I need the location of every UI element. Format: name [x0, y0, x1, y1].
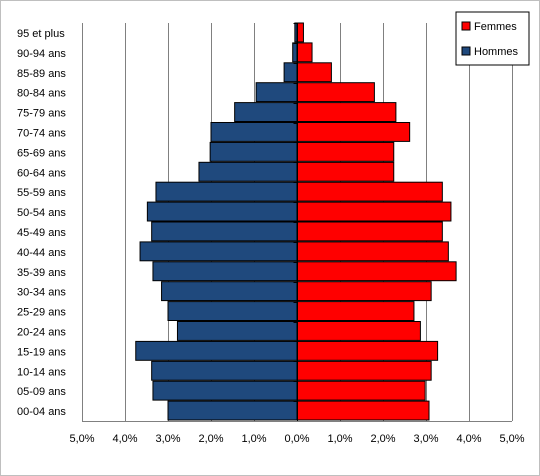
x-tick-label-8: 3,0% [413, 433, 438, 445]
bar-femmes-30-34-ans [296, 281, 432, 302]
y-tick-label-50-54-ans: 50-54 ans [17, 207, 66, 219]
y-tick-label-80-84-ans: 80-84 ans [17, 88, 66, 100]
bar-femmes-35-39-ans [296, 261, 457, 282]
bar-femmes-20-24-ans [296, 321, 421, 341]
legend-label-hommes: Hommes [474, 46, 519, 58]
x-tick-label-2: 3,0% [155, 433, 180, 445]
legend-swatch-hommes [461, 46, 471, 56]
bar-hommes-00-04-ans [167, 400, 298, 421]
x-tick-label-3: 2,0% [198, 433, 223, 445]
femmes-bars [296, 22, 457, 421]
center-axis [82, 23, 512, 422]
bar-hommes-50-54-ans [146, 201, 298, 222]
x-tick-label-9: 4,0% [456, 433, 481, 445]
x-tick-label-5: 0,0% [284, 433, 309, 445]
bar-hommes-70-74-ans [210, 122, 298, 142]
y-tick-label-15-19-ans: 15-19 ans [17, 346, 66, 358]
bar-femmes-50-54-ans [296, 201, 452, 222]
bar-femmes-45-49-ans [296, 221, 443, 242]
bar-hommes-15-19-ans [135, 340, 298, 361]
bar-hommes-90-94-ans [292, 42, 298, 63]
bar-hommes-35-39-ans [152, 261, 298, 282]
x-tick-label-7: 2,0% [370, 433, 395, 445]
bar-femmes-60-64-ans [296, 161, 395, 182]
x-tick-label-4: 1,0% [241, 433, 266, 445]
y-tick-label-60-64-ans: 60-64 ans [17, 167, 66, 179]
x-tick-label-6: 1,0% [327, 433, 352, 445]
bar-hommes-30-34-ans [161, 281, 298, 302]
bar-femmes-70-74-ans [296, 122, 411, 142]
legend-label-femmes: Femmes [474, 21, 517, 33]
bar-hommes-65-69-ans [209, 141, 298, 162]
y-tick-label-70-74-ans: 70-74 ans [17, 127, 66, 139]
bar-femmes-85-89-ans [296, 62, 332, 83]
y-tick-label-25-29-ans: 25-29 ans [17, 307, 66, 319]
x-axis-tick-labels: 5,0% 4,0% 3,0% 2,0% 1,0% 0,0% 1,0% 2,0% 3,0% 4,0%… [69, 433, 524, 445]
bar-hommes-10-14-ans [151, 360, 298, 381]
y-tick-label-45-49-ans: 45-49 ans [17, 227, 66, 239]
x-tick-label-1: 4,0% [112, 433, 137, 445]
bar-femmes-10-14-ans [296, 360, 432, 381]
bar-hommes-45-49-ans [151, 221, 298, 242]
legend-box [455, 11, 530, 66]
y-tick-label-35-39-ans: 35-39 ans [17, 267, 66, 279]
legend: Femmes Hommes [455, 11, 530, 66]
y-axis-tick-labels: 95 et plus 90-94 ans 85-89 ans 80-84 ans 75-… [17, 28, 66, 418]
bar-hommes-60-64-ans [198, 161, 298, 182]
x-tick-label-0: 5,0% [69, 433, 94, 445]
bar-femmes-65-69-ans [296, 141, 395, 162]
bar-hommes-05-09-ans [152, 380, 298, 401]
legend-swatch-femmes [461, 21, 471, 31]
y-tick-label-40-44-ans: 40-44 ans [17, 247, 66, 259]
bar-hommes-55-59-ans [155, 181, 298, 202]
y-tick-label-95-et-plus: 95 et plus [17, 28, 65, 40]
bar-femmes-90-94-ans [296, 42, 313, 63]
y-tick-label-55-59-ans: 55-59 ans [17, 187, 66, 199]
x-tick-label-10: 5,0% [499, 433, 524, 445]
bar-femmes-40-44-ans [296, 241, 449, 262]
bar-femmes-80-84-ans [296, 82, 375, 103]
y-tick-label-10-14-ans: 10-14 ans [17, 366, 66, 378]
y-tick-label-90-94-ans: 90-94 ans [17, 48, 66, 60]
bar-hommes-40-44-ans [139, 241, 298, 262]
y-tick-label-05-09-ans: 05-09 ans [17, 386, 66, 398]
bar-femmes-05-09-ans [296, 380, 426, 401]
bar-hommes-80-84-ans [255, 82, 298, 103]
y-tick-label-85-89-ans: 85-89 ans [17, 68, 66, 80]
bar-femmes-55-59-ans [296, 181, 443, 202]
bar-hommes-25-29-ans [167, 301, 298, 322]
bar-femmes-15-19-ans [296, 340, 439, 361]
y-tick-label-30-34-ans: 30-34 ans [17, 287, 66, 299]
bar-hommes-85-89-ans [283, 62, 298, 83]
bar-hommes-75-79-ans [234, 102, 298, 122]
bar-hommes-20-24-ans [176, 321, 298, 341]
y-tick-label-20-24-ans: 20-24 ans [17, 326, 66, 338]
y-tick-label-75-79-ans: 75-79 ans [17, 108, 66, 120]
y-tick-label-65-69-ans: 65-69 ans [17, 147, 66, 159]
y-tick-label-00-04-ans: 00-04 ans [17, 406, 66, 418]
hommes-bars [135, 22, 298, 421]
bar-femmes-00-04-ans [296, 400, 430, 421]
bar-femmes-75-79-ans [296, 102, 397, 122]
bar-femmes-25-29-ans [296, 301, 415, 322]
